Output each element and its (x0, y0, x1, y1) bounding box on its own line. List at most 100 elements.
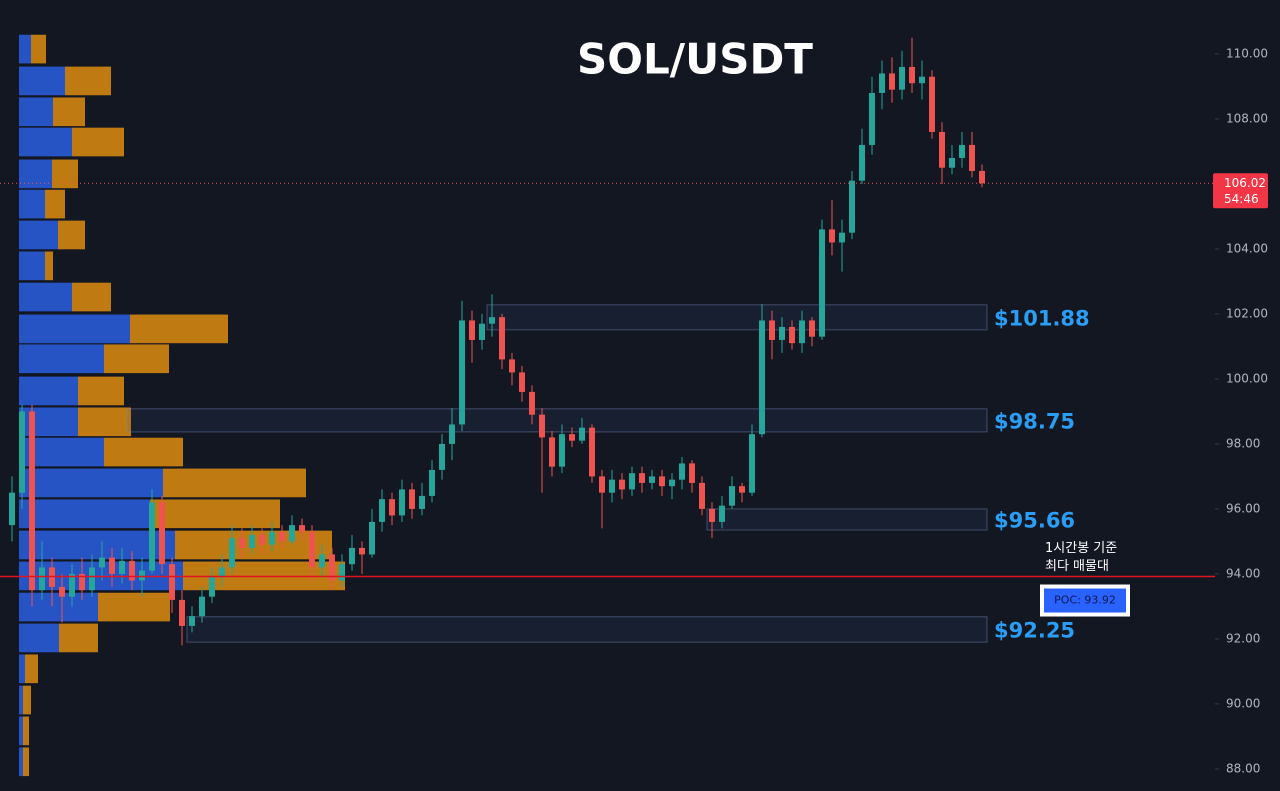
candle-body (439, 443, 445, 470)
candle-body (359, 547, 365, 555)
profile-buy (19, 282, 72, 312)
candle-body (759, 320, 765, 435)
profile-sell (45, 189, 65, 219)
y-tick-label: 104.00 (1226, 241, 1268, 255)
y-tick-label: 90.00 (1226, 696, 1260, 710)
y-tick-label: 94.00 (1226, 566, 1260, 580)
candle-body (389, 499, 395, 516)
candle-body (369, 521, 375, 555)
candle-body (709, 508, 715, 522)
candle-body (899, 66, 905, 90)
candle-body (249, 534, 255, 548)
profile-sell (104, 437, 183, 467)
candle-body (119, 560, 125, 574)
overlays: 88.00 90.00 92.00 94.00 96.00 98.00 100.00 102.… (0, 46, 1268, 775)
zones: $101.88 $98.75 $95.66 $92.25 (126, 304, 1090, 643)
candle-body (169, 564, 175, 600)
candle-body (199, 596, 205, 617)
candle-body (149, 502, 155, 571)
zone-label: $98.75 (994, 409, 1075, 433)
profile-buy (19, 66, 65, 96)
candle-body (409, 489, 415, 509)
zone-box (126, 408, 988, 433)
profile-sell (25, 654, 38, 684)
profile-sell (98, 592, 170, 622)
candle-body (509, 359, 515, 373)
y-tick-label: 102.00 (1226, 306, 1268, 320)
profile-buy (19, 251, 45, 281)
candle-body (179, 599, 185, 626)
candle-body (719, 505, 725, 522)
candle-body (69, 573, 75, 597)
candle-body (229, 538, 235, 568)
zone-box (706, 508, 988, 531)
candle-body (569, 434, 575, 441)
candle-body (89, 567, 95, 591)
candle-body (429, 469, 435, 496)
profile-sell (65, 66, 111, 96)
profile-sell (23, 685, 31, 715)
candle-body (299, 525, 305, 532)
candle-body (659, 476, 665, 487)
candle-body (549, 437, 555, 467)
profile-buy (19, 34, 31, 64)
candle-body (479, 323, 485, 340)
candle-body (689, 463, 695, 483)
profile-sell (58, 220, 85, 250)
y-tick-label: 98.00 (1226, 436, 1260, 450)
zone-label: $101.88 (994, 306, 1090, 330)
candle-body (649, 476, 655, 483)
profile-buy (19, 407, 78, 437)
candle-body (879, 73, 885, 93)
profile-sell (72, 127, 124, 157)
profile-sell (31, 34, 46, 64)
profile-sell (53, 97, 85, 127)
poc-box (1044, 588, 1126, 613)
candle-body (129, 560, 135, 581)
profile-buy (19, 127, 72, 157)
poc-label: POC: 93.92 (1054, 594, 1116, 607)
y-tick-label: 100.00 (1226, 371, 1268, 385)
candle-body (449, 424, 455, 444)
candle-body (139, 570, 145, 581)
zone-label: $95.66 (994, 508, 1075, 532)
candle-body (29, 411, 35, 591)
candle-body (669, 479, 675, 487)
candle-body (979, 170, 985, 184)
candle-body (489, 317, 495, 324)
candle-body (739, 486, 745, 493)
candle-body (889, 73, 895, 90)
candle-body (469, 320, 475, 340)
profile-buy (19, 189, 45, 219)
candle-body (9, 492, 15, 526)
candle-body (589, 427, 595, 477)
candle-body (799, 320, 805, 344)
candle-body (969, 144, 975, 171)
candle-body (559, 434, 565, 467)
profile-buy (19, 376, 78, 406)
y-tick-label: 88.00 (1226, 761, 1260, 775)
candle-body (749, 434, 755, 493)
y-tick-label: 108.00 (1226, 111, 1268, 125)
candle-body (609, 479, 615, 493)
annotation: 최다 매물대 (1045, 559, 1109, 574)
profile-sell (130, 314, 228, 344)
candle-body (209, 577, 215, 597)
candles (9, 37, 985, 646)
candle-body (39, 567, 45, 591)
profile-buy (19, 716, 23, 746)
candle-body (619, 479, 625, 490)
candle-body (819, 229, 825, 337)
profile-buy (19, 747, 23, 777)
candle-body (379, 499, 385, 522)
candle-body (59, 586, 65, 597)
chart-title: SOL/USDT (577, 35, 813, 84)
candle-body (519, 372, 525, 392)
last-price-label: 106.02 (1224, 176, 1266, 190)
candle-body (459, 320, 465, 425)
candle-body (399, 489, 405, 516)
candle-body (629, 473, 635, 490)
y-tick-label: 110.00 (1226, 46, 1268, 60)
